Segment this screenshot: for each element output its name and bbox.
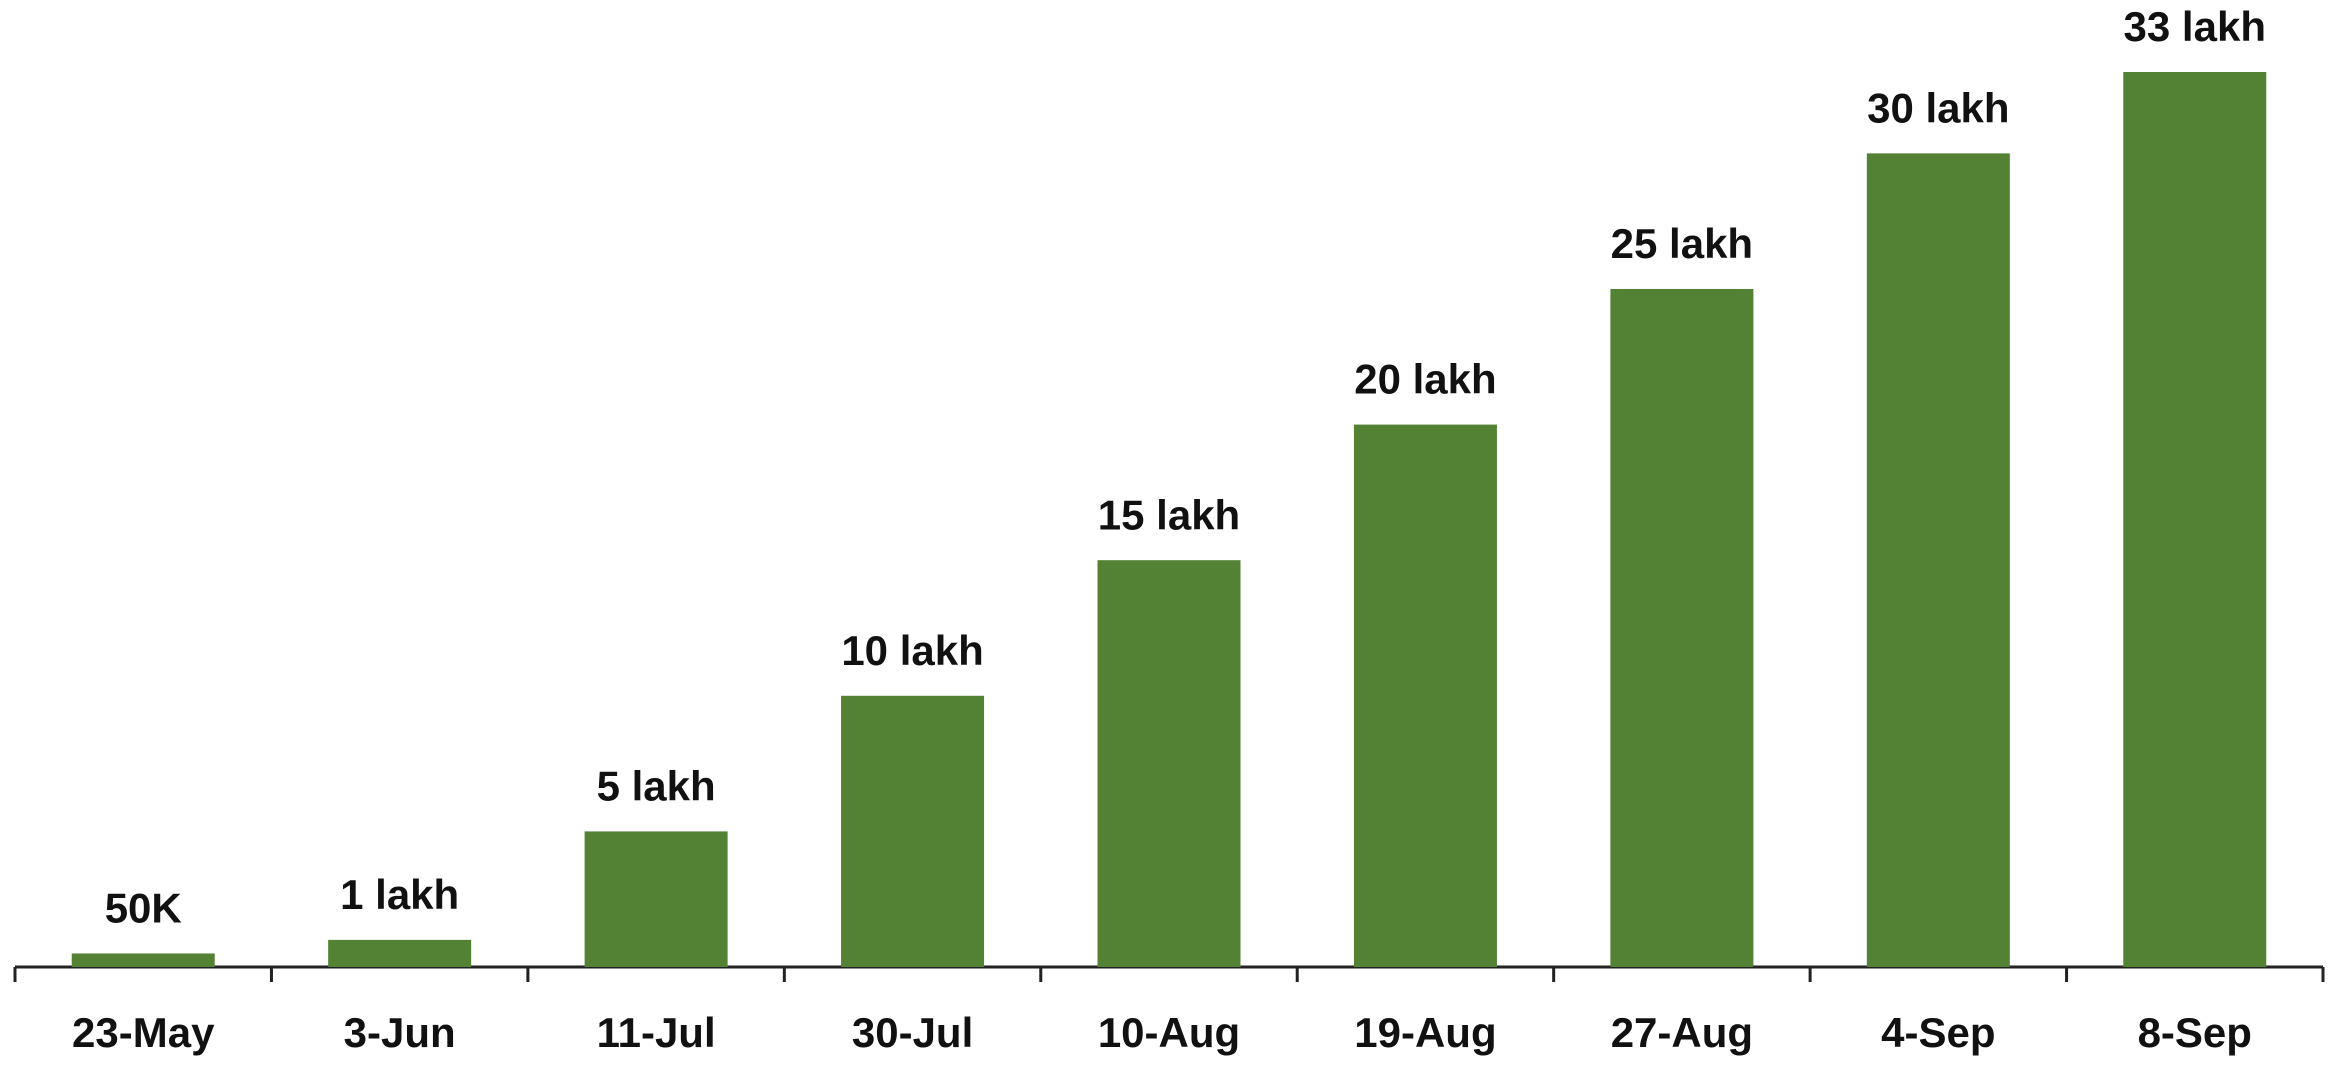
x-tick-label: 11-Jul (597, 1009, 716, 1056)
bar (328, 939, 472, 967)
value-label: 20 lakh (1354, 356, 1496, 403)
x-tick-label: 30-Jul (852, 1009, 973, 1056)
value-label: 10 lakh (841, 627, 983, 674)
value-label: 5 lakh (597, 762, 716, 809)
value-label: 50K (105, 885, 182, 932)
value-label: 30 lakh (1867, 84, 2009, 131)
value-label: 1 lakh (340, 871, 459, 918)
value-label: 25 lakh (1611, 220, 1753, 267)
x-tick-label: 19-Aug (1354, 1009, 1496, 1056)
bar (1353, 424, 1497, 967)
bar (1866, 153, 2010, 967)
bar (71, 953, 215, 967)
bar (584, 831, 728, 967)
x-tick-label: 4-Sep (1881, 1009, 1995, 1056)
value-label: 33 lakh (2124, 3, 2266, 50)
x-tick-label: 10-Aug (1098, 1009, 1240, 1056)
bar (841, 695, 985, 967)
x-tick-label: 27-Aug (1611, 1009, 1753, 1056)
x-tick-label: 23-May (72, 1009, 215, 1056)
x-tick-label: 3-Jun (344, 1009, 456, 1056)
bar (2123, 72, 2267, 967)
x-tick-label: 8-Sep (2138, 1009, 2252, 1056)
bar (1097, 560, 1241, 967)
bar (1610, 288, 1754, 967)
value-label: 15 lakh (1098, 491, 1240, 538)
